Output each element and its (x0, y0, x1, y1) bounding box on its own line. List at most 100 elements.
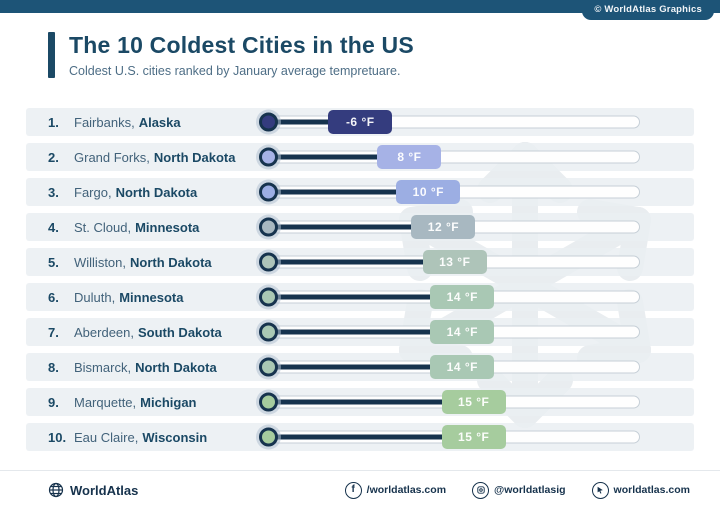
temperature-badge: 8 °F (377, 145, 442, 169)
thermometer: 10 °F (259, 178, 640, 206)
thermometer: 15 °F (259, 423, 640, 451)
thermometer-fill (269, 294, 470, 300)
social-links: f /worldatlas.com @worldatlasig (319, 481, 690, 499)
state-name: Alaska (138, 114, 181, 130)
city-label: 9. Marquette, Michigan (48, 388, 197, 416)
city-row: 10. Eau Claire, Wisconsin 15 °F (26, 423, 694, 451)
thermometer-bulb (259, 147, 278, 167)
thermometer-fill (269, 364, 470, 370)
state-name: South Dakota (138, 324, 222, 340)
rank-number: 7. (48, 324, 59, 340)
thermometer-fill (269, 434, 481, 440)
city-label: 10. Eau Claire, Wisconsin (48, 423, 207, 451)
instagram-icon (472, 481, 490, 499)
page-subtitle: Coldest U.S. cities ranked by January av… (69, 64, 401, 79)
temperature-badge: 15 °F (441, 425, 506, 449)
city-name: Bismarck, (74, 359, 132, 375)
city-row: 7. Aberdeen, South Dakota 14 °F (26, 318, 694, 346)
thermometer: 14 °F (259, 318, 640, 346)
thermometer-fill (269, 154, 417, 160)
city-name: Grand Forks, (74, 149, 150, 165)
website-handle: worldatlas.com (613, 484, 690, 496)
city-name: Fargo, (74, 184, 112, 200)
thermometer-fill (269, 259, 462, 265)
top-bar (0, 0, 720, 13)
city-row: 2. Grand Forks, North Dakota 8 °F (26, 143, 694, 171)
thermometer-bulb (259, 322, 278, 342)
thermometer-bulb (259, 357, 278, 377)
rank-number: 3. (48, 184, 59, 200)
thermometer-fill (269, 224, 451, 230)
thermometer-fill (269, 189, 436, 195)
thermometer-fill (269, 119, 368, 125)
website-link[interactable]: worldatlas.com (591, 481, 690, 499)
temperature-badge: 14 °F (430, 320, 495, 344)
title-accent-bar (48, 32, 55, 79)
city-row: 3. Fargo, North Dakota 10 °F (26, 178, 694, 206)
city-label: 2. Grand Forks, North Dakota (48, 143, 235, 171)
thermometer-bulb (259, 182, 278, 202)
state-name: Minnesota (119, 289, 184, 305)
city-name: Eau Claire, (74, 429, 139, 445)
thermometer-bulb (259, 392, 278, 412)
state-name: Wisconsin (142, 429, 208, 445)
instagram-link[interactable]: @worldatlasig (472, 481, 566, 499)
thermometer: 14 °F (259, 283, 640, 311)
thermometer: 8 °F (259, 143, 640, 171)
thermometer: 13 °F (259, 248, 640, 276)
rank-number: 6. (48, 289, 59, 305)
city-label: 4. St. Cloud, Minnesota (48, 213, 199, 241)
thermometer-fill (269, 329, 470, 335)
instagram-handle: @worldatlasig (494, 484, 566, 496)
worldatlas-brand: WorldAtlas (48, 482, 138, 498)
state-name: North Dakota (153, 149, 236, 165)
city-name: Fairbanks, (74, 114, 135, 130)
facebook-icon: f (344, 481, 362, 499)
city-row: 5. Williston, North Dakota 13 °F (26, 248, 694, 276)
city-label: 3. Fargo, North Dakota (48, 178, 197, 206)
thermometer: -6 °F (259, 108, 640, 136)
rank-number: 2. (48, 149, 59, 165)
state-name: North Dakota (130, 254, 212, 270)
thermometer-bulb (259, 427, 278, 447)
temperature-badge: 10 °F (396, 180, 461, 204)
facebook-link[interactable]: f /worldatlas.com (344, 481, 447, 499)
city-row: 8. Bismarck, North Dakota 14 °F (26, 353, 694, 381)
temperature-badge: -6 °F (328, 110, 393, 134)
thermometer-fill (269, 399, 481, 405)
rank-number: 4. (48, 219, 59, 235)
globe-icon (48, 482, 64, 498)
temperature-badge: 14 °F (430, 285, 495, 309)
city-label: 8. Bismarck, North Dakota (48, 353, 217, 381)
thermometer-bulb (259, 287, 278, 307)
temperature-badge: 15 °F (441, 390, 506, 414)
city-name: Aberdeen, (74, 324, 134, 340)
state-name: North Dakota (135, 359, 217, 375)
city-name: St. Cloud, (74, 219, 132, 235)
rank-number: 5. (48, 254, 59, 270)
temperature-badge: 13 °F (422, 250, 487, 274)
temperature-badge: 12 °F (411, 215, 476, 239)
state-name: North Dakota (115, 184, 198, 200)
state-name: Michigan (140, 394, 197, 410)
rank-number: 8. (48, 359, 59, 375)
temperature-badge: 14 °F (430, 355, 495, 379)
rank-number: 9. (48, 394, 59, 410)
cursor-icon (591, 481, 609, 499)
footer: WorldAtlas f /worldatlas.com @worldatlas… (0, 470, 720, 509)
state-name: Minnesota (135, 219, 200, 235)
city-row: 9. Marquette, Michigan 15 °F (26, 388, 694, 416)
rank-number: 1. (48, 114, 59, 130)
facebook-handle: /worldatlas.com (366, 484, 447, 496)
page-title: The 10 Coldest Cities in the US (69, 32, 414, 58)
city-label: 1. Fairbanks, Alaska (48, 108, 181, 136)
city-label: 7. Aberdeen, South Dakota (48, 318, 222, 346)
city-name: Marquette, (74, 394, 137, 410)
brand-name: WorldAtlas (70, 482, 139, 498)
header: The 10 Coldest Cities in the US Coldest … (48, 32, 414, 79)
thermometer: 15 °F (259, 388, 640, 416)
rank-number: 10. (48, 429, 67, 445)
city-ranking-list: 1. Fairbanks, Alaska -6 °F 2. Grand Fork… (0, 108, 720, 458)
thermometer-bulb (259, 252, 278, 272)
